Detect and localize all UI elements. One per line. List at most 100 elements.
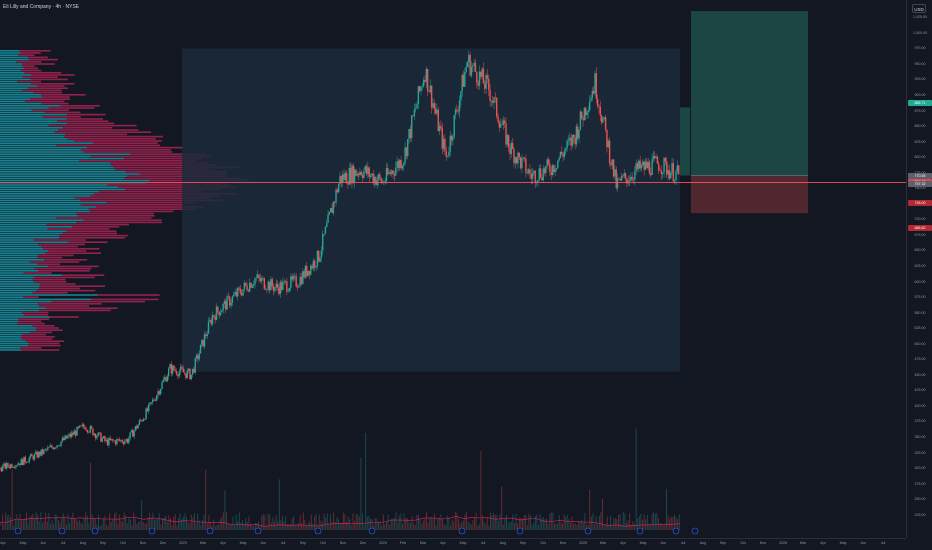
candle-body bbox=[377, 174, 380, 181]
volume-bar bbox=[333, 512, 335, 530]
volume-bar bbox=[110, 521, 112, 530]
price-tick-label: 625.00 bbox=[914, 264, 926, 268]
candle-body bbox=[446, 155, 449, 157]
volume-profile-bar-up bbox=[0, 206, 96, 208]
chart-area[interactable]: Eli Lilly and Company · 4h · NYSE bbox=[0, 0, 906, 538]
candle-body bbox=[120, 440, 122, 441]
volume-bar bbox=[146, 523, 147, 530]
volume-profile-bar-down bbox=[18, 54, 35, 56]
earnings-event-icon[interactable] bbox=[14, 527, 22, 535]
volume-bar bbox=[211, 525, 213, 530]
volume-profile-bar-up bbox=[0, 212, 77, 215]
volume-profile-bar-up bbox=[0, 221, 77, 224]
earnings-event-icon[interactable] bbox=[58, 527, 66, 535]
symbol-title[interactable]: Eli Lilly and Company · 4h · NYSE bbox=[3, 4, 80, 10]
earnings-event-icon[interactable] bbox=[516, 527, 524, 535]
currency-button[interactable]: USD bbox=[912, 4, 926, 13]
time-axis[interactable]: Apr May Jun Jul Aug Sep Oct Nov Dec 2023 Mar Apr May… bbox=[0, 538, 906, 550]
volume-bar bbox=[432, 519, 434, 530]
earnings-event-icon[interactable] bbox=[691, 527, 699, 535]
volume-bar bbox=[670, 516, 672, 530]
volume-bar bbox=[61, 517, 63, 530]
volume-profile-bar-down bbox=[90, 210, 174, 213]
candle-body bbox=[336, 189, 339, 193]
earnings-event-icon[interactable] bbox=[91, 527, 99, 535]
volume-bar bbox=[54, 514, 56, 530]
chart-canvas[interactable] bbox=[0, 0, 906, 538]
volume-bar bbox=[662, 524, 664, 530]
volume-bar bbox=[53, 523, 55, 530]
volume-profile-bar-up bbox=[0, 267, 35, 270]
volume-profile-bar-up bbox=[0, 338, 22, 340]
earnings-event-icon[interactable] bbox=[314, 527, 322, 535]
candle-body bbox=[543, 168, 546, 173]
volume-profile-bar-down bbox=[64, 135, 164, 138]
candle-body bbox=[433, 103, 435, 109]
volume-bar bbox=[128, 517, 130, 530]
candle-body bbox=[154, 400, 157, 402]
volume-bar bbox=[101, 524, 103, 530]
volume-bar bbox=[434, 513, 435, 530]
candle-body bbox=[551, 165, 554, 175]
candle-body bbox=[7, 463, 9, 467]
candle-body bbox=[308, 270, 311, 275]
volume-bar bbox=[40, 512, 42, 530]
volume-profile-bar-up bbox=[0, 69, 22, 72]
volume-profile-bar-down bbox=[97, 294, 160, 296]
earnings-event-icon[interactable] bbox=[636, 527, 644, 535]
volume-profile-bar-up bbox=[0, 65, 23, 67]
volume-bar bbox=[330, 514, 331, 530]
volume-bar bbox=[258, 521, 259, 530]
candle-body bbox=[440, 125, 442, 128]
volume-bar bbox=[18, 518, 19, 530]
candle-body bbox=[404, 147, 406, 163]
candle-body bbox=[150, 402, 153, 403]
volume-profile-bar-up bbox=[0, 118, 67, 120]
volume-bar bbox=[334, 522, 336, 530]
price-tag: 770.55 bbox=[908, 172, 932, 179]
candle-body bbox=[397, 161, 400, 168]
candle-body bbox=[294, 275, 296, 277]
volume-profile-bar-up bbox=[0, 120, 57, 122]
volume-bar bbox=[218, 524, 219, 530]
volume-profile-bar-up bbox=[0, 331, 31, 334]
candle-body bbox=[430, 85, 433, 108]
candle-body bbox=[27, 462, 29, 463]
candle-body bbox=[355, 169, 357, 176]
candle-body bbox=[286, 281, 288, 292]
earnings-event-icon[interactable] bbox=[206, 527, 214, 535]
earnings-event-icon[interactable] bbox=[672, 527, 680, 535]
volume-bar bbox=[90, 462, 91, 530]
price-tick-label: 550.00 bbox=[914, 310, 926, 315]
volume-bar bbox=[74, 518, 75, 530]
volume-profile-bar-down bbox=[35, 329, 63, 331]
volume-bar bbox=[573, 523, 575, 530]
volume-bar bbox=[530, 515, 531, 530]
volume-bar bbox=[437, 518, 439, 530]
volume-profile-bar-up bbox=[0, 223, 47, 226]
time-tick-label: Nov bbox=[559, 541, 567, 545]
earnings-event-icon[interactable] bbox=[148, 527, 156, 535]
earnings-event-icon[interactable] bbox=[254, 527, 262, 535]
candle-body bbox=[595, 73, 598, 100]
volume-bar bbox=[352, 513, 354, 530]
candle-body bbox=[129, 432, 131, 439]
volume-profile-bar-up bbox=[0, 122, 67, 125]
volume-profile-bar-down bbox=[32, 292, 68, 294]
candle-body bbox=[379, 174, 381, 178]
volume-bar bbox=[98, 514, 99, 530]
volume-bar bbox=[19, 513, 21, 530]
price-tag: 726.00 bbox=[908, 200, 932, 207]
candle-body bbox=[255, 277, 258, 279]
earnings-event-icon[interactable] bbox=[458, 527, 466, 535]
candle-body bbox=[214, 316, 216, 321]
volume-profile-bar-down bbox=[28, 342, 60, 345]
volume-bar bbox=[496, 514, 498, 530]
candle-body bbox=[324, 227, 327, 234]
volume-bar bbox=[539, 514, 541, 530]
volume-profile-bar-down bbox=[125, 188, 222, 191]
price-axis[interactable]: 1,025.00 1,000.00 975.00 950.00 925.00 900.00… bbox=[906, 0, 932, 538]
volume-bar bbox=[67, 514, 69, 530]
earnings-event-icon[interactable] bbox=[584, 527, 592, 535]
earnings-event-icon[interactable] bbox=[368, 527, 376, 535]
